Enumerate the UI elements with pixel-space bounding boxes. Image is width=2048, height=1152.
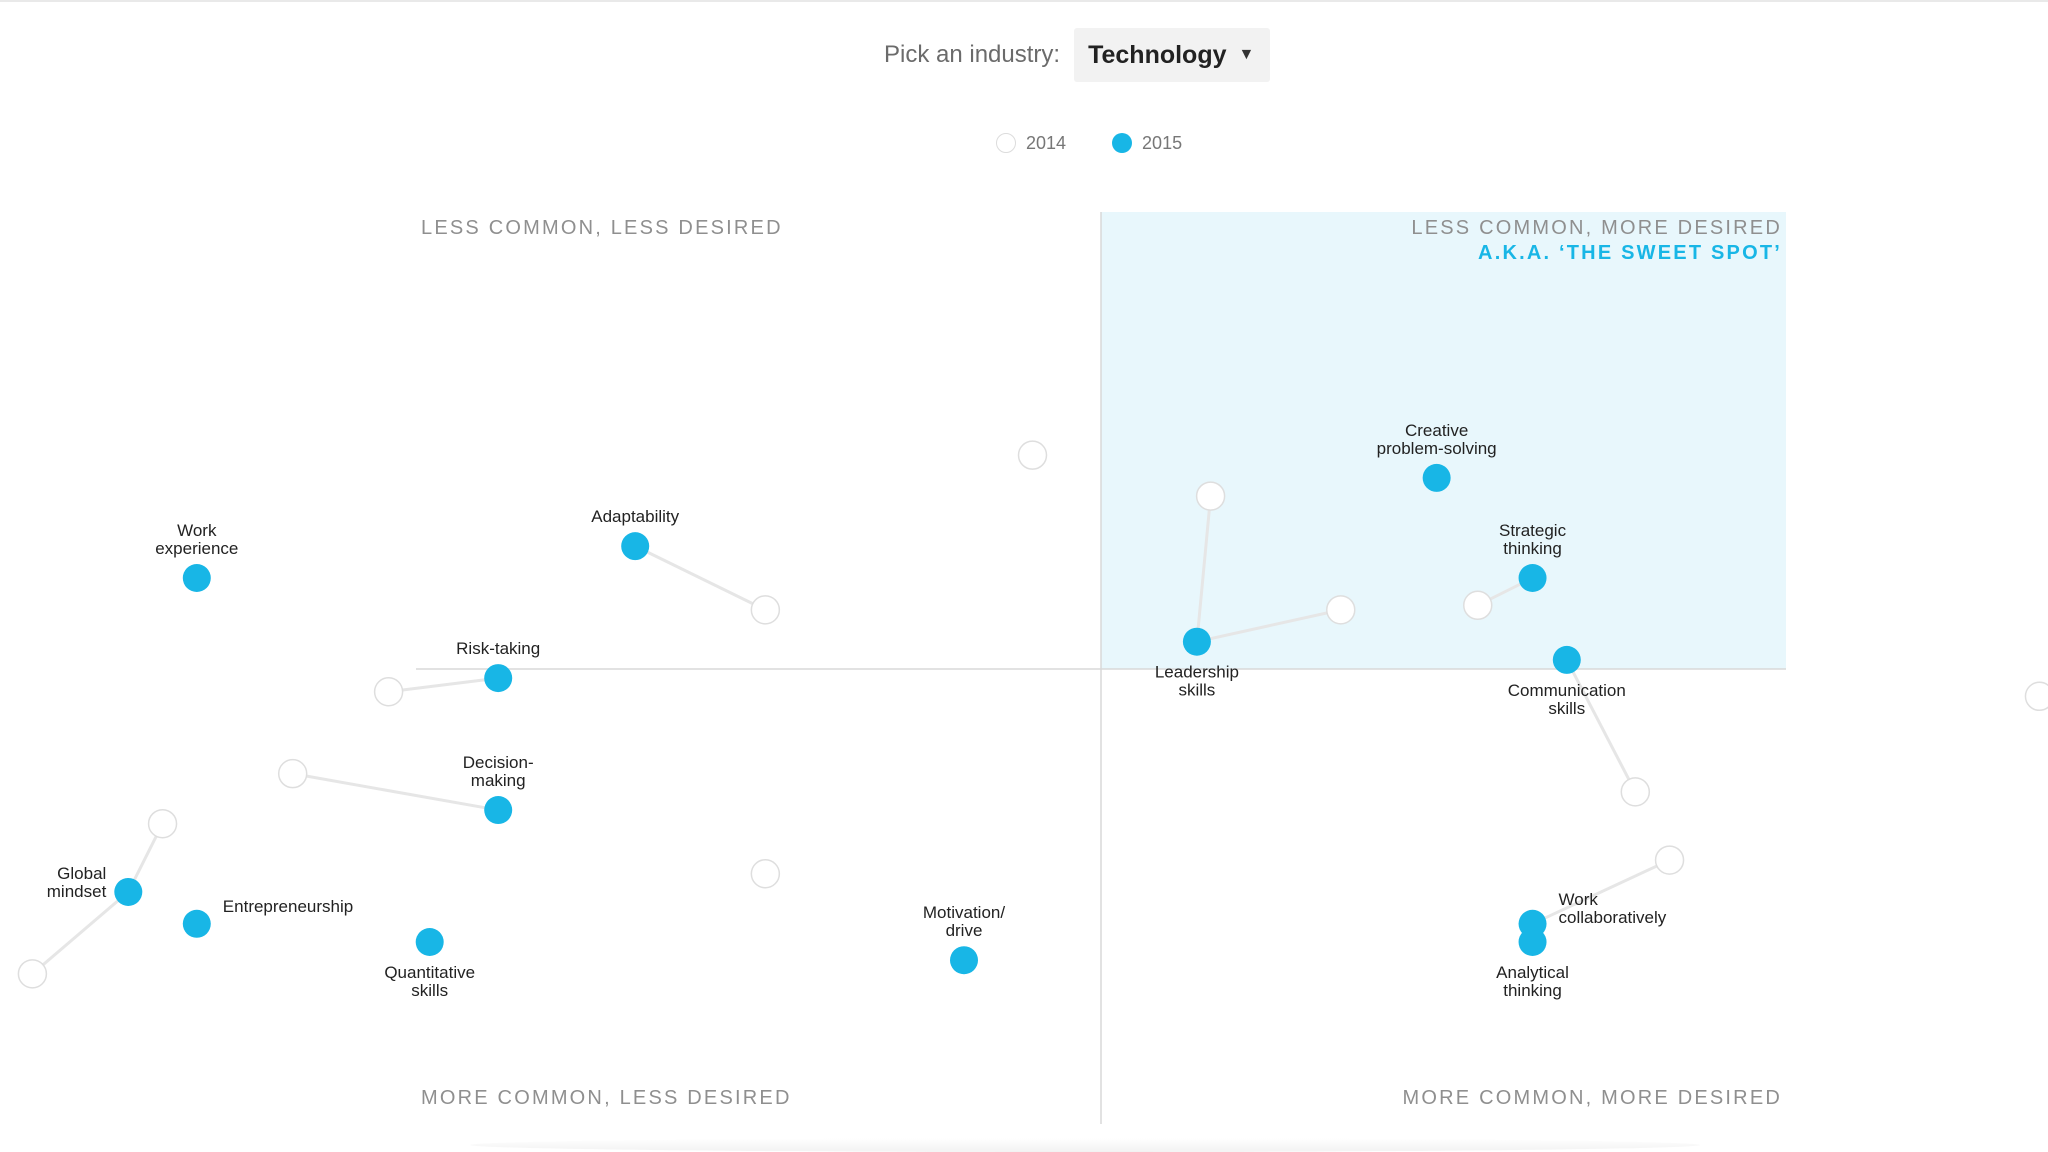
point-label-line: collaboratively (1559, 908, 1667, 927)
point-label-8: Work experience (155, 521, 238, 558)
point-label-line: Entrepreneurship (223, 897, 353, 916)
point-label-line: Creative (1405, 421, 1468, 440)
connector-7 (634, 544, 767, 612)
legend: 2014 2015 (996, 128, 1182, 158)
point-label-line: Work (177, 521, 217, 540)
filled-circle-icon (1112, 133, 1133, 153)
point-label-line: Motivation/ (923, 903, 1005, 922)
point-2015-13[interactable] (415, 928, 444, 956)
point-label-line: Risk-taking (456, 639, 540, 658)
point-2014-5 (1620, 777, 1651, 807)
point-2014-1 (1463, 590, 1493, 621)
point-label-line: Analytical (1496, 963, 1569, 982)
point-2014-4 (2024, 681, 2048, 712)
caret-down-icon: ▼ (1238, 46, 1255, 63)
legend-item-2015[interactable]: 2015 (1112, 133, 1182, 154)
point-2015-0[interactable] (1422, 463, 1451, 492)
connector-0 (1196, 608, 1342, 644)
point-2014-10 (147, 808, 178, 839)
point-2014-6 (1654, 845, 1685, 875)
connector-9 (292, 772, 499, 812)
quadrant-label-top-left: LESS COMMON, LESS DESIRED (421, 217, 783, 239)
industry-picker: Pick an industry: Technology ▼ (884, 28, 1271, 82)
bottom-shadow (470, 1138, 1700, 1152)
point-label-line: problem-solving (1377, 439, 1497, 458)
point-label-9: Risk-taking (456, 639, 540, 658)
point-label-13: Quantitative skills (384, 963, 475, 1000)
point-2014-7 (750, 595, 781, 625)
point-label-line: thinking (1503, 981, 1562, 1000)
legend-label-2014: 2014 (1026, 132, 1067, 153)
point-2015-2[interactable] (1182, 627, 1211, 656)
point-label-1: Strategic thinking (1499, 521, 1567, 558)
connector-6 (1531, 858, 1671, 926)
point-label-6: Motivation/drive (923, 903, 1005, 940)
point-2014-9 (277, 758, 308, 789)
point-2014-12 (750, 859, 781, 889)
point-label-line: experience (155, 539, 238, 558)
point-2015-1[interactable] (1518, 564, 1547, 592)
point-label-line: Global (57, 864, 106, 883)
point-label-line: skills (1548, 699, 1585, 718)
point-2014-2 (1195, 481, 1226, 511)
industry-picker-label: Pick an industry: (884, 41, 1061, 68)
series-2015 (114, 463, 1581, 975)
legend-item-2014[interactable]: 2014 (996, 133, 1066, 154)
point-2015-8[interactable] (182, 564, 211, 592)
point-label-line: Communication (1508, 681, 1626, 700)
point-label-12: Entrepreneurship (223, 897, 353, 916)
point-label-line: Adaptability (591, 507, 679, 526)
point-label-2: Leadership skills (1155, 663, 1239, 700)
point-label-line: Strategic (1499, 521, 1567, 540)
point-2015-3[interactable] (1552, 645, 1581, 674)
point-2015-10[interactable] (484, 796, 513, 825)
point-2014-0 (1326, 595, 1356, 625)
point-label-line: skills (1178, 681, 1215, 700)
point-label-line: thinking (1503, 539, 1562, 558)
connector-lines (31, 495, 1671, 975)
point-label-3: Communication skills (1508, 681, 1626, 718)
legend-label-2015: 2015 (1142, 132, 1183, 153)
top-border (0, 0, 2048, 2)
quadrant-label-bottom-left: MORE COMMON, LESS DESIRED (421, 1087, 792, 1109)
point-label-line: drive (946, 921, 983, 940)
connector-11 (31, 890, 130, 975)
connector-8 (388, 676, 499, 694)
quadrant-label-bottom-right: MORE COMMON, MORE DESIRED (1403, 1087, 1782, 1109)
point-label-line: skills (411, 981, 448, 1000)
point-label-10: Decision-making (463, 753, 534, 790)
point-label-7: Adaptability (591, 507, 679, 526)
point-label-line: Work (1559, 890, 1599, 909)
point-label-5: Analytical thinking (1496, 963, 1569, 1000)
sweet-spot-label: A.K.A. ‘THE SWEET SPOT’ (1478, 242, 1782, 264)
point-label-line: Quantitative (384, 963, 475, 982)
point-2015-5[interactable] (1518, 928, 1547, 956)
point-label-0: Creative problem-solving (1377, 421, 1497, 458)
point-2015-9[interactable] (484, 664, 513, 693)
point-2015-6[interactable] (950, 946, 978, 975)
point-label-4: Work collaboratively (1559, 890, 1667, 927)
sweet-spot-region (1101, 212, 1786, 669)
point-2015-7[interactable] (621, 532, 650, 561)
quadrant-label-top-right: LESS COMMON, MORE DESIRED (1411, 217, 1782, 239)
point-label-11: Global mindset (47, 864, 107, 901)
point-2014-3 (1017, 440, 1048, 470)
connector-2 (1195, 495, 1213, 642)
point-label-line: Decision- (463, 753, 534, 772)
industry-select[interactable]: Technology ▼ (1074, 28, 1271, 82)
point-label-line: making (471, 771, 526, 790)
series-2014 (17, 440, 2048, 989)
point-label-line: mindset (47, 882, 107, 901)
point-2014-8 (373, 677, 404, 707)
point-label-line: Leadership (1155, 663, 1239, 682)
connector-5 (1565, 659, 1637, 793)
point-2015-11[interactable] (114, 877, 143, 906)
hollow-circle-icon (996, 133, 1016, 153)
point-2014-11 (17, 959, 48, 989)
industry-select-value: Technology (1088, 40, 1227, 69)
point-2015-12[interactable] (182, 909, 211, 938)
